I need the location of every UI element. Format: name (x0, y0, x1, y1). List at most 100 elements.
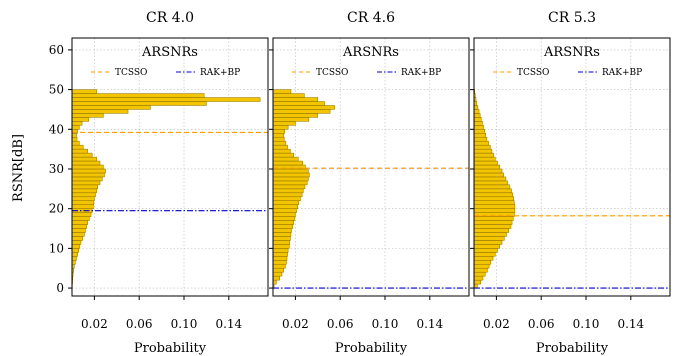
histogram-bar (71, 125, 80, 130)
histogram-bar (272, 136, 285, 142)
y-tick-label: 30 (49, 162, 64, 176)
histogram-bar (473, 216, 514, 221)
histogram-bar (272, 252, 288, 257)
legend-title: ARSNRs (543, 45, 600, 60)
histogram-bar (473, 136, 488, 142)
x-tick-label: 0.10 (171, 317, 198, 331)
histogram-bar (473, 156, 496, 162)
histogram-bar (272, 248, 289, 253)
histogram-bar (71, 152, 93, 158)
histogram-bar (473, 117, 482, 122)
histogram-bar (473, 176, 507, 182)
histogram-bar (71, 260, 76, 265)
axes-frame (473, 37, 671, 297)
histogram-bar (71, 144, 84, 150)
x-tick-label: 0.14 (617, 317, 644, 331)
histogram-bar (473, 275, 484, 281)
histogram (71, 89, 261, 289)
legend: ARSNRs TCSSO RAK+BP (292, 45, 441, 78)
histogram-bar (71, 172, 105, 178)
x-tick-label: 0.06 (327, 317, 354, 331)
histogram-bar (473, 224, 512, 229)
histogram-bar (272, 220, 294, 225)
histogram-bar (71, 248, 79, 253)
x-axis: 0.02 0.06 0.10 0.14 Probability (282, 296, 444, 356)
grid (474, 38, 670, 296)
x-axis-label: Probability (536, 341, 609, 356)
histogram-bar (71, 236, 83, 241)
histogram-bar (272, 133, 284, 138)
histogram-bar (473, 232, 507, 237)
histogram-bar (71, 97, 261, 102)
histogram-bar (272, 224, 293, 229)
histogram-bar (272, 275, 280, 281)
histogram-bar (71, 228, 86, 233)
histogram-bar (71, 240, 82, 245)
histogram-bar (473, 244, 501, 249)
histogram-bar (272, 240, 291, 245)
histogram-bar (272, 184, 306, 190)
histogram-bar (272, 271, 283, 277)
histogram-bar (473, 184, 511, 190)
histogram-bar (71, 148, 88, 154)
x-axis-label: Probability (134, 341, 207, 356)
histogram-bar (473, 133, 487, 138)
histogram-bar (272, 140, 287, 146)
y-axis: 0 10 20 30 40 50 60 (49, 43, 72, 295)
histogram-bar (473, 260, 492, 265)
x-tick-label: 0.10 (372, 317, 399, 331)
histogram-bar (71, 204, 94, 209)
y-axis (269, 49, 273, 289)
histogram-bar (272, 204, 298, 209)
histogram-bar (272, 105, 335, 110)
legend-label-rakbp: RAK+BP (200, 68, 240, 78)
y-tick-label: 40 (49, 122, 64, 136)
histogram-bar (71, 188, 97, 194)
legend-label-rakbp: RAK+BP (602, 68, 642, 78)
histogram-bar (272, 260, 287, 265)
histogram-bar (473, 200, 515, 205)
histogram-bar (272, 176, 309, 182)
histogram-bar (71, 121, 83, 126)
histogram-bar (272, 97, 319, 102)
x-tick-label: 0.14 (215, 317, 242, 331)
histogram-bar (473, 105, 479, 110)
y-axis-label: RSNR[dB] (11, 134, 26, 202)
histogram-bar (71, 180, 101, 186)
histogram-bar (71, 212, 92, 217)
y-tick-label: 10 (49, 241, 64, 255)
histogram-bar (473, 228, 509, 233)
histogram-bar (272, 129, 286, 134)
histogram-bar (473, 129, 485, 134)
histogram-bar (473, 160, 498, 166)
y-tick-label: 0 (56, 281, 64, 295)
axes-frame (272, 37, 470, 297)
legend-label-tcsso: TCSSO (517, 68, 549, 78)
histogram-bar (272, 196, 301, 201)
histogram-bar (71, 256, 77, 261)
x-tick-label: 0.02 (81, 317, 108, 331)
y-tick-label: 50 (49, 83, 64, 97)
x-tick-label: 0.02 (483, 317, 510, 331)
histogram-bar (71, 109, 129, 114)
histogram-bar (272, 172, 310, 178)
legend-label-tcsso: TCSSO (115, 68, 147, 78)
histogram-bar (272, 279, 277, 285)
x-tick-label: 0.14 (416, 317, 443, 331)
histogram-bar (71, 140, 80, 146)
histogram-bar (473, 148, 493, 154)
histogram-bar (473, 240, 503, 245)
histogram-bar (71, 89, 97, 94)
histogram-bar (71, 220, 88, 225)
x-axis-label: Probability (335, 341, 408, 356)
histogram-bar (272, 200, 300, 205)
histogram-bar (272, 188, 304, 194)
panel-title: CR 4.6 (347, 10, 395, 26)
histogram-bar (71, 105, 151, 110)
histogram (272, 89, 335, 289)
histogram-bar (272, 125, 289, 130)
histogram-bar (473, 208, 516, 213)
histogram-bar (71, 200, 95, 205)
histogram-bar (71, 168, 106, 174)
histogram-bar (272, 263, 286, 269)
